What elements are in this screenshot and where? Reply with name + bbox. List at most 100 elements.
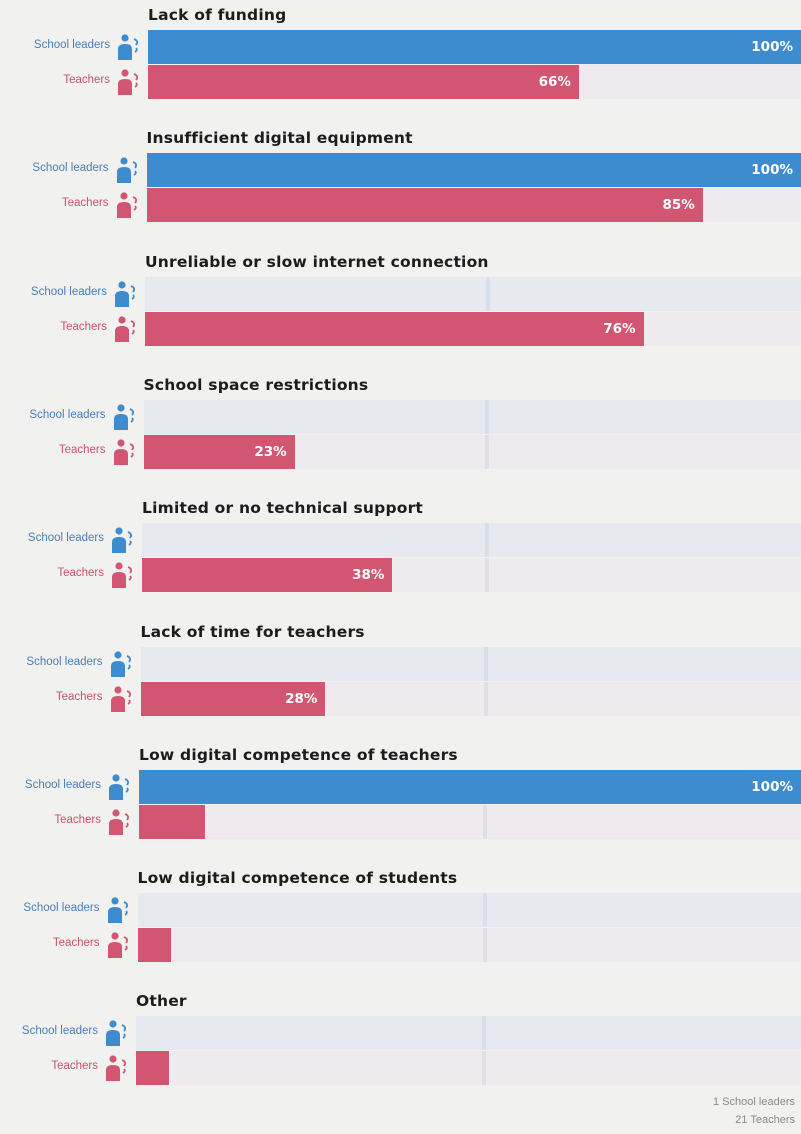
series-label: School leaders [23, 902, 100, 915]
series-label: Teachers [61, 197, 109, 210]
bar-value-label: 100% [751, 162, 793, 179]
teachers-bar: 66% [148, 65, 579, 99]
school-leader-person-icon [110, 650, 131, 677]
bar-track: 100% [146, 153, 801, 188]
school-leader-person-icon [107, 897, 128, 924]
category-label: Insufficient digital equipment [146, 129, 413, 148]
teachers-bar: 85% [146, 188, 703, 223]
bar-track [136, 1051, 801, 1086]
series-label: Teachers [51, 1060, 98, 1073]
series-label: School leaders [27, 532, 104, 545]
bar-value-label: 38% [352, 567, 385, 584]
teachers-bar: 38% [142, 558, 393, 593]
series-label: School leaders [33, 39, 110, 51]
bar-track: 23% [143, 434, 801, 469]
bar-value-label: 85% [662, 197, 695, 214]
bar-track [145, 276, 801, 311]
teachers-bar: 76% [145, 311, 644, 346]
teachers-bar [139, 804, 206, 839]
series-label: Teachers [52, 937, 100, 950]
gridline [484, 558, 489, 593]
bar-track: 38% [142, 558, 801, 593]
bar-track [143, 399, 801, 434]
bar-track [139, 804, 801, 839]
school-leaders-row: School leaders [0, 893, 801, 928]
category-group: School space restrictions School leaders T… [0, 376, 801, 499]
school-leaders-bar: 100% [146, 153, 801, 188]
school-leader-person-icon [113, 404, 134, 430]
category-label: Low digital competence of students [137, 869, 458, 888]
bar-track: 28% [140, 681, 801, 716]
series-label: Teachers [63, 74, 110, 86]
school-leaders-row: School leaders [0, 1016, 801, 1051]
teachers-bar [137, 928, 171, 963]
gridline [485, 434, 490, 469]
teacher-person-icon [107, 932, 128, 959]
school-leaders-row: School leaders 100% [0, 30, 801, 64]
teacher-person-icon [109, 809, 130, 835]
teachers-row: Teachers 28% [0, 681, 801, 716]
series-label: Teachers [54, 813, 101, 826]
category-group: Limited or no technical support School le… [0, 499, 801, 622]
teachers-row: Teachers [0, 1051, 801, 1086]
bar-track [137, 893, 801, 928]
category-group: Lack of time for teachers School leaders T… [0, 623, 801, 746]
category-label: Low digital competence of teachers [139, 745, 458, 764]
category-label: Lack of time for teachers [140, 622, 365, 641]
category-label: Limited or no technical support [142, 499, 424, 518]
teachers-row: Teachers 38% [0, 558, 801, 593]
teacher-person-icon [112, 562, 133, 589]
teachers-row: Teachers 76% [0, 311, 801, 346]
teachers-bar: 28% [140, 681, 326, 716]
teachers-row: Teachers 23% [0, 434, 801, 469]
footnote-school-leaders-count: 1 School leaders [713, 1096, 795, 1108]
teachers-bar: 23% [143, 434, 295, 469]
bar-value-label: 100% [751, 39, 793, 55]
school-leaders-bar: 100% [148, 30, 801, 64]
series-label: School leaders [21, 1025, 98, 1038]
bar-track [136, 1016, 801, 1051]
bar-track: 85% [146, 188, 801, 223]
school-leader-person-icon [118, 34, 139, 60]
category-group: Lack of funding School leaders 100% Teacher… [0, 6, 801, 129]
school-leader-person-icon [106, 1020, 127, 1047]
category-group: Insufficient digital equipment School lea… [0, 129, 801, 252]
series-label: Teachers [57, 567, 104, 580]
school-leaders-row: School leaders [0, 523, 801, 558]
gridline [486, 276, 491, 311]
gridline [484, 523, 489, 558]
bar-track [142, 523, 801, 558]
bar-value-label: 28% [285, 690, 318, 707]
category-group: Unreliable or slow internet connection Sc… [0, 253, 801, 376]
school-leaders-row: School leaders [0, 399, 801, 434]
bar-track [137, 928, 801, 963]
bar-track: 100% [139, 769, 801, 804]
gridline [485, 399, 490, 434]
gridline [483, 804, 488, 839]
footnote-teachers-count: 21 Teachers [735, 1114, 795, 1126]
series-label: School leaders [24, 778, 101, 791]
bar-value-label: 76% [603, 320, 636, 337]
school-leaders-row: School leaders [0, 276, 801, 311]
series-label: School leaders [32, 162, 109, 175]
gridline [483, 646, 488, 681]
teachers-bar [136, 1051, 170, 1086]
series-label: Teachers [55, 690, 103, 703]
teachers-row: Teachers [0, 804, 801, 839]
school-leaders-bar: 100% [139, 769, 801, 804]
bar-value-label: 66% [538, 74, 571, 90]
teachers-row: Teachers [0, 928, 801, 963]
school-leaders-row: School leaders 100% [0, 769, 801, 804]
teacher-person-icon [106, 1055, 127, 1082]
gridline [481, 1016, 486, 1051]
school-leader-person-icon [112, 527, 133, 554]
gridline [481, 1051, 486, 1086]
series-label: School leaders [30, 285, 107, 298]
category-label: Unreliable or slow internet connection [145, 252, 489, 271]
bar-track: 76% [145, 311, 801, 346]
school-leader-person-icon [116, 157, 137, 184]
series-label: School leaders [26, 655, 103, 668]
series-label: Teachers [58, 443, 106, 456]
teachers-row: Teachers 85% [0, 188, 801, 223]
